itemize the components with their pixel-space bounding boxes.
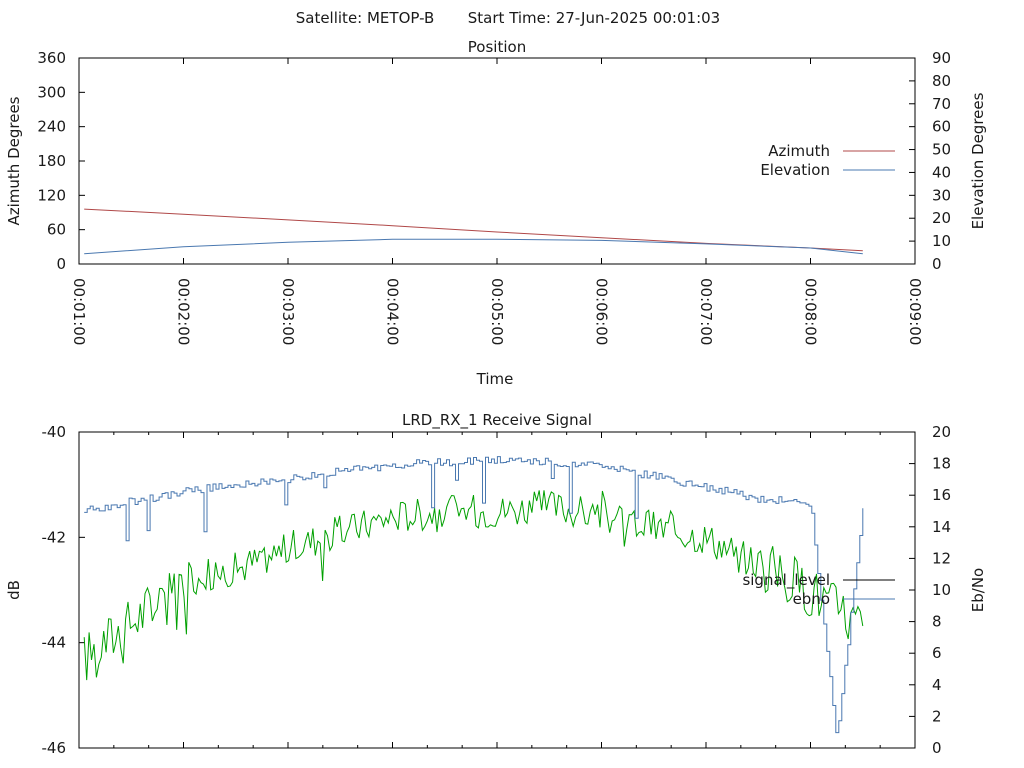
position-y-tick-label-left: 60 [47,221,66,239]
position-x-tick-label: 00:09:00 [906,278,924,345]
position-y-tick-label-right: 60 [932,118,951,136]
receive-signal-x-axis [78,432,916,748]
position-y-tick-label-right: 10 [932,232,951,250]
legend-label: ebno [793,590,830,608]
receive-signal-y-tick-label-right: 4 [932,676,942,694]
series-line-elevation [84,238,863,255]
legend-label: signal_level [742,571,830,590]
legend-label: Elevation [760,161,830,179]
position-x-axis: 00:01:00 00:02:00 00:03:00 00:04:00 00:05:00… [70,58,924,345]
position-y-tick-label-right: 40 [932,163,951,181]
position-y-label-left: Azimuth Degrees [5,96,23,225]
position-y-tick-label-right: 70 [932,95,951,113]
position-y-tick-label-left: 240 [37,118,66,136]
receive-signal-y-tick-label-right: 2 [932,707,942,725]
receive-signal-y-axis-left: -46 -44 -42 -40 [42,423,85,757]
legend-label: Azimuth [768,142,830,160]
position-x-tick-label: 00:05:00 [488,278,506,345]
receive-signal-y-tick-label-right: 12 [932,549,951,567]
receive-signal-y-tick-label-left: -46 [42,739,67,757]
receive-signal-y-tick-label-right: 18 [932,455,951,473]
position-x-tick-label: 00:06:00 [593,278,611,345]
receive-signal-y-tick-label-right: 20 [932,423,951,441]
position-series [84,208,863,255]
position-x-tick-label: 00:01:00 [70,278,88,345]
position-chart: Position 00:01:00 00:02:00 00:03:00 00:04:0… [5,38,987,388]
receive-signal-y-tick-label-left: -42 [42,528,67,546]
series-line-ebno [84,456,864,734]
position-y-tick-label-right: 30 [932,186,951,204]
receive-signal-y-tick-label-right: 16 [932,486,951,504]
position-y-tick-label-right: 90 [932,49,951,67]
position-y-tick-label-left: 360 [37,49,66,67]
receive-signal-y-tick-label-right: 0 [932,739,942,757]
receive-signal-y-label-right: Eb/No [969,568,987,612]
position-y-tick-label-right: 0 [932,255,942,273]
position-y-tick-label-right: 80 [932,72,951,90]
position-y-tick-label-left: 300 [37,83,66,101]
receive-signal-y-tick-label-right: 6 [932,644,942,662]
receive-signal-y-tick-label-left: -44 [42,634,67,652]
position-y-label-right: Elevation Degrees [969,92,987,229]
position-y-axis-left: 0 60 120 180 240 300 360 [37,49,85,273]
start-time-title: Start Time: 27-Jun-2025 00:01:03 [468,9,720,27]
position-x-tick-label: 00:08:00 [802,278,820,345]
position-x-tick-label: 00:07:00 [697,278,715,345]
receive-signal-y-tick-label-right: 14 [932,518,951,536]
position-y-axis-right: 0 10 20 30 40 50 60 70 80 90 [909,49,951,273]
position-x-tick-label: 00:03:00 [279,278,297,345]
position-y-tick-label-left: 120 [37,186,66,204]
position-title: Position [468,38,526,56]
position-y-tick-label-right: 20 [932,209,951,227]
series-line-signal-level [83,490,864,681]
satellite-title: Satellite: METOP-B [296,9,435,27]
receive-signal-y-label-left: dB [5,580,23,600]
position-x-label: Time [476,370,514,388]
receive-signal-chart: LRD_RX_1 Receive Signal -46 -44 -42 -40 0 2 4… [5,411,987,757]
position-y-tick-label-right: 50 [932,141,951,159]
receive-signal-y-tick-label-left: -40 [42,423,67,441]
series-line-azimuth [84,208,863,252]
position-x-tick-label: 00:02:00 [175,278,193,345]
position-y-tick-label-left: 180 [37,152,66,170]
receive-signal-title: LRD_RX_1 Receive Signal [402,411,592,430]
receive-signal-y-axis-right: 0 2 4 6 8 10 12 14 16 18 20 [909,423,951,757]
receive-signal-y-tick-label-right: 10 [932,581,951,599]
position-x-tick-label: 00:04:00 [384,278,402,345]
position-y-tick-label-left: 0 [56,255,66,273]
receive-signal-series [83,456,864,734]
receive-signal-y-tick-label-right: 8 [932,613,942,631]
receive-signal-plot-frame [78,431,916,749]
